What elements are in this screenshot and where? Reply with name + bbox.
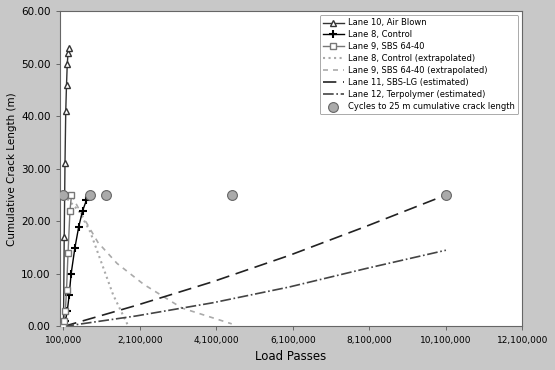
Lane 9, SBS 64-40 (extrapolated) — [114, 261, 120, 266]
Lane 8, Control — [83, 198, 90, 202]
Lane 9, SBS 64-40 — [68, 193, 75, 197]
Lane 8, Control — [60, 324, 67, 329]
Cycles to 25 m cumulative crack length — [101, 192, 110, 198]
Lane 10, Air Blown — [60, 324, 67, 329]
Lane 9, SBS 64-40 — [62, 309, 69, 313]
Cycles to 25 m cumulative crack length — [86, 192, 95, 198]
Lane 9, SBS 64-40 — [65, 250, 72, 255]
Lane 10, Air Blown — [65, 51, 72, 55]
Lane 10, Air Blown — [62, 109, 69, 113]
Lane 8, Control — [66, 293, 73, 297]
Lane 8, Control (extrapolated) — [98, 261, 105, 266]
Lane 8, Control — [64, 309, 70, 313]
Lane 9, SBS 64-40 (extrapolated) — [79, 214, 86, 218]
Line: Lane 9, SBS 64-40 (extrapolated): Lane 9, SBS 64-40 (extrapolated) — [72, 195, 232, 324]
Lane 11, SBS-LG (estimated) — [362, 224, 369, 229]
Lane 11, SBS-LG (estimated) — [209, 280, 216, 284]
Lane 11, SBS-LG (estimated) — [286, 253, 292, 258]
Lane 12, Terpolymer (estimated) — [286, 285, 292, 289]
Cycles to 25 m cumulative crack length — [59, 192, 68, 198]
Lane 10, Air Blown — [61, 235, 68, 239]
Line: Lane 12, Terpolymer (estimated): Lane 12, Terpolymer (estimated) — [63, 250, 446, 326]
Y-axis label: Cumulative Crack Length (m): Cumulative Crack Length (m) — [7, 92, 17, 246]
Line: Lane 10, Air Blown: Lane 10, Air Blown — [60, 44, 72, 330]
Lane 12, Terpolymer (estimated) — [133, 314, 139, 318]
Lane 9, SBS 64-40 (extrapolated) — [229, 322, 235, 326]
Line: Lane 9, SBS 64-40: Lane 9, SBS 64-40 — [60, 192, 75, 330]
Line: Lane 8, Control: Lane 8, Control — [59, 191, 94, 331]
Lane 9, SBS 64-40 (extrapolated) — [94, 240, 101, 245]
Lane 10, Air Blown — [64, 61, 70, 66]
Cycles to 25 m cumulative crack length — [441, 192, 450, 198]
Lane 9, SBS 64-40 (extrapolated) — [68, 193, 75, 197]
Lane 9, SBS 64-40 — [61, 319, 68, 323]
Legend: Lane 10, Air Blown, Lane 8, Control, Lane 9, SBS 64-40, Lane 8, Control (extrapo: Lane 10, Air Blown, Lane 8, Control, Lan… — [320, 15, 518, 114]
Lane 8, Control (extrapolated) — [110, 293, 117, 297]
Lane 9, SBS 64-40 — [67, 209, 73, 213]
Lane 12, Terpolymer (estimated) — [362, 266, 369, 271]
Lane 8, Control (extrapolated) — [87, 230, 94, 234]
Lane 10, Air Blown — [62, 161, 68, 166]
X-axis label: Load Passes: Load Passes — [255, 350, 327, 363]
Lane 11, SBS-LG (estimated) — [60, 324, 67, 329]
Lane 12, Terpolymer (estimated) — [60, 324, 67, 329]
Lane 8, Control — [72, 245, 78, 250]
Lane 9, SBS 64-40 (extrapolated) — [140, 282, 147, 287]
Lane 8, Control (extrapolated) — [60, 193, 67, 197]
Lane 10, Air Blown — [63, 83, 70, 87]
Lane 9, SBS 64-40 — [63, 287, 70, 292]
Lane 11, SBS-LG (estimated) — [133, 303, 139, 308]
Lane 9, SBS 64-40 (extrapolated) — [179, 306, 185, 310]
Lane 12, Terpolymer (estimated) — [442, 248, 449, 252]
Cycles to 25 m cumulative crack length — [228, 192, 236, 198]
Lane 8, Control — [79, 209, 86, 213]
Lane 8, Control — [75, 224, 82, 229]
Lane 9, SBS 64-40 — [60, 324, 67, 329]
Lane 8, Control — [68, 272, 74, 276]
Lane 8, Control (extrapolated) — [125, 324, 132, 329]
Lane 8, Control (extrapolated) — [75, 209, 82, 213]
Line: Lane 8, Control (extrapolated): Lane 8, Control (extrapolated) — [63, 195, 128, 326]
Lane 8, Control — [87, 193, 94, 197]
Lane 11, SBS-LG (estimated) — [442, 193, 449, 197]
Lane 10, Air Blown — [65, 46, 72, 50]
Line: Lane 11, SBS-LG (estimated): Lane 11, SBS-LG (estimated) — [63, 195, 446, 326]
Lane 12, Terpolymer (estimated) — [209, 300, 216, 305]
Lane 8, Control — [62, 319, 69, 323]
